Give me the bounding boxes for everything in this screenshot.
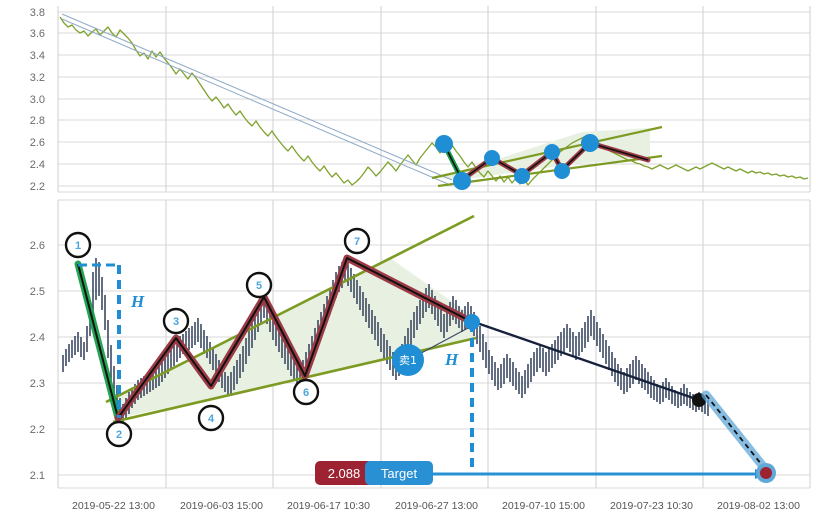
pivot-label-text: 2 [116, 429, 122, 441]
pivot-labels: 1 2 3 4 5 6 7 [64, 227, 371, 448]
detail-y-axis: 2.6 2.5 2.4 2.3 2.2 2.1 [30, 240, 45, 482]
measure-h-right-label: H [444, 350, 459, 369]
detail-ytick: 2.2 [30, 424, 45, 436]
pivot-label-text: 5 [256, 280, 262, 292]
overview-ytick: 3.2 [30, 72, 45, 84]
sell-signal-marker[interactable]: 卖1 [392, 327, 469, 376]
detail-ytick: 2.4 [30, 332, 45, 344]
overview-pivot-dot [544, 144, 560, 160]
detail-ytick: 2.3 [30, 378, 45, 390]
overview-pivot-dot [484, 150, 500, 166]
xtick-label: 2019-06-27 13:00 [395, 500, 478, 512]
sell-signal-label: 卖1 [399, 354, 417, 367]
overview-ytick: 2.6 [30, 137, 45, 149]
detail-panel: 2.6 2.5 2.4 2.3 2.2 2.1 [30, 199, 811, 489]
measure-h-left: H [78, 263, 145, 418]
pivot-marker-1: 1 [64, 231, 92, 259]
overview-pivot-dot [453, 172, 471, 190]
overview-ytick: 2.2 [30, 181, 45, 193]
pivot-label-text: 1 [75, 240, 81, 252]
xtick-label: 2019-07-23 10:30 [610, 500, 693, 512]
overview-pivot-dot [581, 134, 599, 152]
overview-panel: 3.8 3.6 3.4 3.2 3.0 2.8 2.6 2.4 2.2 [30, 6, 811, 193]
overview-pivot-dots [435, 134, 599, 190]
x-axis-labels: 2019-05-22 13:00 2019-06-03 15:00 2019-0… [72, 500, 800, 512]
overview-ytick: 3.8 [30, 7, 45, 19]
target-marker-inner [760, 467, 772, 479]
xtick-label: 2019-07-10 15:00 [502, 500, 585, 512]
pivot-label-text: 4 [208, 413, 215, 425]
downtrend-entry-line [473, 320, 700, 402]
overview-downtrend-lines [61, 13, 453, 185]
xtick-label: 2019-08-02 13:00 [717, 500, 800, 512]
pivot-marker-2: 2 [105, 420, 133, 448]
detail-channel-fill [108, 258, 474, 418]
xtick-label: 2019-05-22 13:00 [72, 500, 155, 512]
pivot-marker-3: 3 [162, 307, 190, 335]
measure-h-left-label: H [130, 292, 145, 311]
detail-vertical-gridlines [57, 200, 811, 488]
pivot-label-text: 6 [303, 387, 309, 399]
pivot-entry-dot [464, 314, 480, 330]
overview-price-line [59, 16, 809, 186]
overview-ytick: 2.8 [30, 115, 45, 127]
detail-ytick: 2.1 [30, 470, 45, 482]
target-label-text: Target [381, 466, 418, 481]
pivot-marker-5: 5 [245, 271, 273, 299]
impulse-leg-core [77, 263, 119, 419]
sell-signal-circle[interactable] [392, 344, 424, 376]
overview-horizontal-gridlines [58, 11, 810, 187]
xtick-label: 2019-06-03 15:00 [180, 500, 263, 512]
overview-ytick: 3.4 [30, 50, 45, 62]
overview-y-axis: 3.8 3.6 3.4 3.2 3.0 2.8 2.6 2.4 2.2 [30, 7, 45, 193]
overview-ytick: 3.6 [30, 28, 45, 40]
overview-ytick: 3.0 [30, 94, 45, 106]
overview-vertical-gridlines [57, 6, 811, 192]
pivot-label-text: 3 [173, 316, 179, 328]
target-price-badge[interactable] [315, 461, 373, 485]
overview-pivot-dot [554, 163, 570, 179]
target-price-text: 2.088 [328, 466, 361, 481]
measure-h-right: H [444, 323, 474, 474]
target-label-badge[interactable] [365, 461, 433, 485]
pivot-marker-4: 4 [197, 404, 225, 432]
overview-pivot-dot [435, 135, 453, 153]
xtick-label: 2019-06-17 10:30 [287, 500, 370, 512]
pivot-marker-7: 7 [343, 227, 371, 255]
channel-upper-line [105, 214, 475, 404]
target-badge-group[interactable]: 2.088 Target [315, 461, 433, 485]
overview-ytick: 2.4 [30, 159, 45, 171]
pivot-marker-6: 6 [292, 378, 320, 406]
detail-ytick: 2.6 [30, 240, 45, 252]
detail-ytick: 2.5 [30, 286, 45, 298]
overview-pivot-dot [514, 168, 530, 184]
pivot-label-text: 7 [354, 236, 360, 248]
projection-arrow-core [705, 394, 767, 471]
